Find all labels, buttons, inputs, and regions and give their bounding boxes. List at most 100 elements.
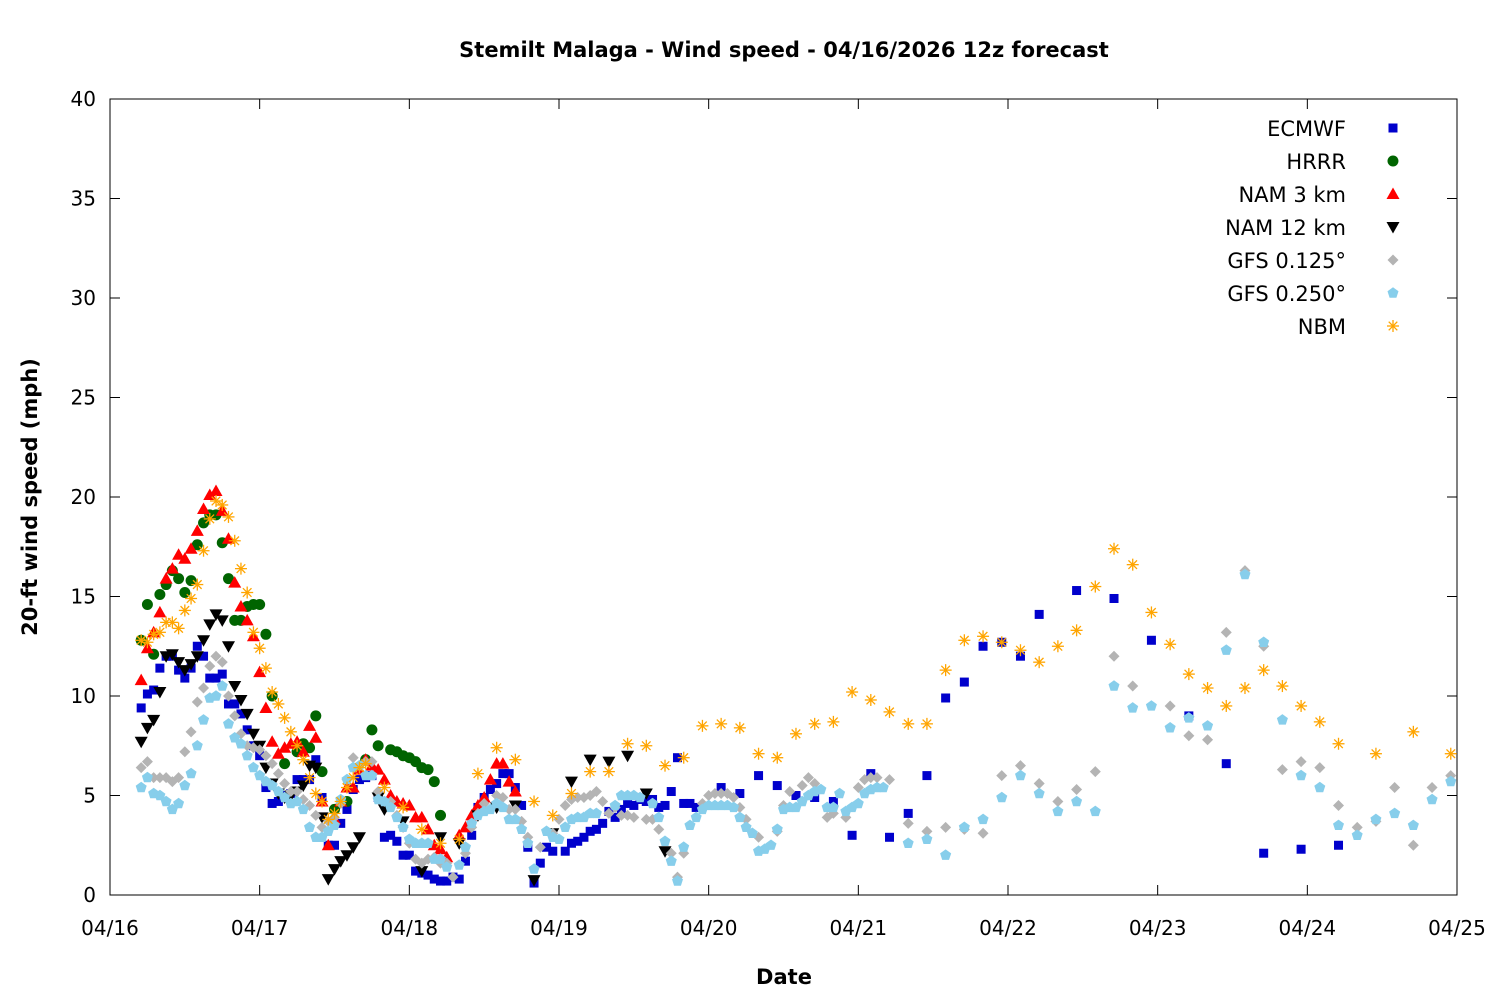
data-point-ecmwf xyxy=(386,830,396,840)
data-point-ecmwf xyxy=(735,789,745,799)
data-point-gfs-0-125 xyxy=(590,786,602,798)
data-point-hrrr xyxy=(372,740,384,752)
data-point-gfs-0-125 xyxy=(553,813,565,825)
data-point-nbm xyxy=(846,686,859,699)
data-point-gfs-0-125 xyxy=(185,726,197,738)
data-point-gfs-0-250 xyxy=(522,837,534,848)
data-point-gfs-0-250 xyxy=(210,690,222,701)
y-tick-label: 10 xyxy=(71,684,96,708)
data-point-nbm xyxy=(247,626,260,639)
data-point-gfs-0-250 xyxy=(834,787,846,799)
data-point-gfs-0-250 xyxy=(435,853,446,864)
data-point-gfs-0-125 xyxy=(210,650,222,662)
x-tick-label: 04/19 xyxy=(530,916,588,940)
data-point-hrrr xyxy=(316,766,328,778)
data-point-gfs-0-250 xyxy=(466,817,478,829)
data-point-hrrr xyxy=(254,598,266,610)
data-point-gfs-0-250 xyxy=(765,839,777,850)
y-tick-label: 30 xyxy=(71,286,96,310)
data-point-gfs-0-125 xyxy=(291,786,303,798)
data-point-nam-3-km xyxy=(159,572,173,584)
data-point-gfs-0-250 xyxy=(141,771,153,783)
data-point-ecmwf xyxy=(423,870,433,880)
data-point-ecmwf xyxy=(180,673,190,683)
data-point-nbm xyxy=(715,717,728,730)
data-point-ecmwf xyxy=(1296,844,1306,854)
data-point-ecmwf xyxy=(535,858,545,868)
data-point-gfs-0-250 xyxy=(1370,813,1382,825)
data-point-hrrr xyxy=(310,710,322,722)
data-point-gfs-0-250 xyxy=(1108,680,1120,691)
data-point-nbm xyxy=(216,498,229,511)
data-point-gfs-0-250 xyxy=(902,837,914,848)
data-point-nbm xyxy=(253,642,266,655)
data-point-nam-3-km xyxy=(228,576,242,588)
data-point-nam-3-km xyxy=(371,763,385,775)
data-point-gfs-0-125 xyxy=(665,847,677,859)
data-point-nam-12-km xyxy=(352,832,366,844)
data-point-nbm xyxy=(297,753,310,766)
data-point-ecmwf xyxy=(660,800,670,810)
data-point-nbm xyxy=(1444,747,1457,760)
data-point-nam-3-km xyxy=(190,524,204,536)
data-point-gfs-0-250 xyxy=(647,797,659,809)
data-point-ecmwf xyxy=(136,703,146,713)
data-point-nam-12-km xyxy=(228,681,242,693)
data-point-gfs-0-125 xyxy=(603,807,615,819)
data-point-gfs-0-125 xyxy=(1127,680,1139,692)
legend-label-gfs-0-250: GFS 0.250° xyxy=(1227,282,1346,306)
data-point-ecmwf xyxy=(255,751,265,761)
data-point-ecmwf xyxy=(454,874,464,884)
data-point-nbm xyxy=(359,757,372,770)
data-point-gfs-0-250 xyxy=(453,859,465,870)
data-point-gfs-0-125 xyxy=(1407,839,1419,851)
data-point-nbm xyxy=(378,781,391,794)
data-point-gfs-0-125 xyxy=(628,811,640,823)
data-point-ecmwf xyxy=(467,830,477,840)
data-point-nbm xyxy=(1051,640,1064,653)
data-point-gfs-0-250 xyxy=(940,849,952,860)
legend-marker-hrrr xyxy=(1387,155,1399,167)
data-point-gfs-0-125 xyxy=(372,786,384,798)
data-point-nam-12-km xyxy=(602,756,616,769)
data-point-ecmwf xyxy=(585,826,595,836)
data-point-ecmwf xyxy=(442,876,452,886)
data-point-nbm xyxy=(1220,699,1233,712)
legend-label-nam-3-km: NAM 3 km xyxy=(1238,183,1346,207)
data-point-gfs-0-125 xyxy=(254,744,266,756)
data-point-ecmwf xyxy=(772,781,782,791)
data-point-gfs-0-250 xyxy=(541,825,552,836)
data-point-ecmwf xyxy=(573,836,583,846)
data-point-gfs-0-250 xyxy=(247,761,259,773)
data-point-gfs-0-125 xyxy=(996,770,1008,782)
data-point-gfs-0-125 xyxy=(902,817,914,829)
data-point-ecmwf xyxy=(754,771,764,781)
data-point-ecmwf xyxy=(192,641,202,651)
data-point-gfs-0-125 xyxy=(447,871,459,883)
data-point-ecmwf xyxy=(1072,586,1082,596)
data-point-gfs-0-125 xyxy=(921,825,933,837)
data-point-gfs-0-250 xyxy=(827,801,839,813)
data-point-gfs-0-250 xyxy=(229,732,241,743)
series-gfs-0-250 xyxy=(135,568,1457,886)
data-point-gfs-0-250 xyxy=(509,813,521,825)
data-points xyxy=(134,484,1457,888)
data-point-nam-3-km xyxy=(265,735,279,747)
data-point-gfs-0-250 xyxy=(665,855,677,866)
data-point-gfs-0-125 xyxy=(1276,764,1288,776)
x-axis-title: Date xyxy=(756,965,812,989)
data-point-nbm xyxy=(621,737,634,750)
data-point-ecmwf xyxy=(205,673,215,683)
data-point-nbm xyxy=(1276,680,1289,693)
data-point-ecmwf xyxy=(242,725,252,735)
data-point-gfs-0-250 xyxy=(441,861,453,872)
data-point-ecmwf xyxy=(379,832,389,842)
data-point-gfs-0-250 xyxy=(154,789,166,801)
data-point-gfs-0-125 xyxy=(198,682,210,694)
data-point-hrrr xyxy=(428,776,440,788)
data-point-nam-3-km xyxy=(471,798,485,811)
data-point-ecmwf xyxy=(666,787,676,797)
data-point-nbm xyxy=(771,751,784,764)
data-point-nbm xyxy=(864,693,877,706)
data-point-ecmwf xyxy=(978,641,988,651)
